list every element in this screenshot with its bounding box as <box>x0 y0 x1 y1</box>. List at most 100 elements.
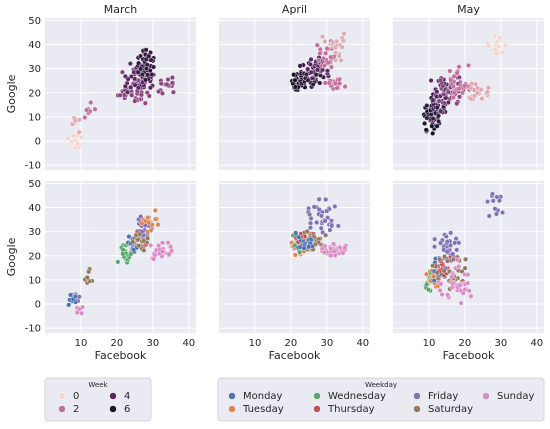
scatter-point <box>503 42 509 48</box>
scatter-point <box>314 219 320 225</box>
scatter-point <box>117 92 123 98</box>
scatter-point <box>323 232 329 238</box>
scatter-point <box>335 223 341 229</box>
scatter-point <box>328 64 334 70</box>
panel-1-2: 10 20 30 40 Facebook <box>393 181 544 362</box>
scatter-point <box>131 69 137 75</box>
scatter-point <box>143 47 149 53</box>
scatter-point <box>156 243 162 249</box>
scatter-point <box>468 293 474 299</box>
x-tick-label: 20 <box>459 338 472 349</box>
scatter-point <box>430 116 436 122</box>
column-title: March <box>104 3 138 16</box>
scatter-point <box>441 268 447 274</box>
legend-marker <box>413 392 421 400</box>
scatter-point <box>132 82 138 88</box>
scatter-point <box>84 107 90 113</box>
scatter-point <box>318 225 324 231</box>
scatter-point <box>138 92 144 98</box>
plot-area <box>393 18 544 170</box>
week-legend-title: Week <box>88 381 108 389</box>
scatter-point <box>166 251 172 257</box>
scatter-point <box>342 244 348 250</box>
plot-area <box>393 181 544 333</box>
scatter-point <box>446 89 452 95</box>
scatter-point <box>492 33 498 39</box>
scatter-point <box>333 50 339 56</box>
scatter-point <box>322 218 328 224</box>
scatter-point <box>430 263 436 269</box>
x-axis-label: Facebook <box>95 349 147 362</box>
scatter-point <box>148 57 154 63</box>
scatter-point <box>323 50 329 56</box>
scatter-point <box>437 257 443 263</box>
legend-marker <box>109 392 117 400</box>
scatter-point <box>457 282 463 288</box>
scatter-point <box>486 43 492 49</box>
scatter-point <box>442 254 448 260</box>
scatter-point <box>337 80 343 86</box>
scatter-point <box>465 272 471 278</box>
scatter-point <box>454 101 460 107</box>
scatter-point <box>293 230 299 236</box>
weekday-legend-title: Weekday <box>365 381 397 389</box>
scatter-point <box>331 248 337 254</box>
scatter-point <box>485 85 491 91</box>
x-tick-label: 10 <box>75 338 88 349</box>
scatter-point <box>330 39 336 45</box>
scatter-point <box>135 85 141 91</box>
scatter-point <box>126 234 132 240</box>
y-tick-label: 40 <box>28 203 41 214</box>
scatter-point <box>317 80 323 86</box>
scatter-point <box>143 77 149 83</box>
scatter-point <box>429 123 435 129</box>
scatter-point <box>431 274 437 280</box>
scatter-point <box>424 281 430 287</box>
scatter-point <box>151 256 157 262</box>
scatter-point <box>422 120 428 126</box>
legend-label: Thursday <box>327 404 375 415</box>
scatter-point <box>115 259 121 265</box>
legend-label: Monday <box>243 391 283 402</box>
scatter-point <box>151 64 157 70</box>
scatter-point <box>132 98 138 104</box>
panel-0-1: April <box>219 3 370 170</box>
scatter-point <box>432 236 438 242</box>
legend-marker <box>482 392 490 400</box>
scatter-point <box>143 66 149 72</box>
scatter-point <box>164 81 170 87</box>
scatter-point <box>320 34 326 40</box>
scatter-point <box>128 84 134 90</box>
scatter-point <box>434 104 440 110</box>
scatter-point <box>158 81 164 87</box>
legend-box <box>217 377 545 422</box>
scatter-point <box>148 242 154 248</box>
scatter-point <box>146 93 152 99</box>
scatter-point <box>165 76 171 82</box>
y-tick-label: 50 <box>28 16 41 27</box>
scatter-point <box>336 53 342 59</box>
scatter-point <box>88 99 94 105</box>
scatter-point <box>152 207 158 213</box>
x-axis-label: Facebook <box>443 349 495 362</box>
scatter-point <box>122 83 128 89</box>
legend-marker <box>58 392 66 400</box>
scatter-point <box>125 76 131 82</box>
legend-label: 6 <box>124 404 130 415</box>
scatter-point <box>135 69 141 75</box>
scatter-point <box>314 42 320 48</box>
scatter-point <box>465 280 471 286</box>
scatter-point <box>439 292 445 298</box>
scatter-point <box>342 84 348 90</box>
y-tick-label: 10 <box>28 275 41 286</box>
x-tick-label: 30 <box>320 338 333 349</box>
scatter-point <box>328 246 334 252</box>
scatter-point <box>159 240 165 246</box>
x-tick-label: 40 <box>182 338 195 349</box>
scatter-point <box>319 245 325 251</box>
scatter-point <box>76 306 82 312</box>
scatter-point <box>331 241 337 247</box>
scatter-point <box>428 77 434 83</box>
scatter-point <box>169 75 175 81</box>
scatter-point <box>328 54 334 60</box>
